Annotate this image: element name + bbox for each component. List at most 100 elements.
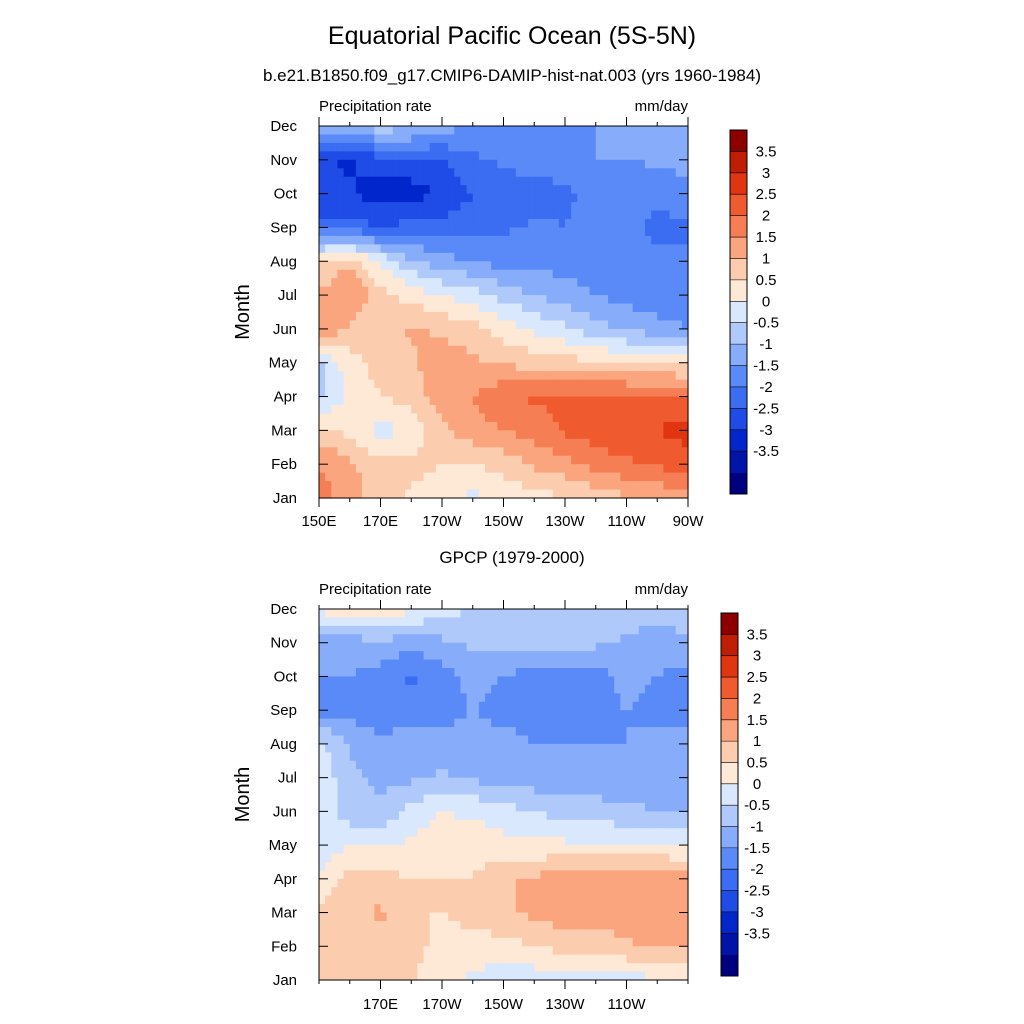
heatmap-cell: [571, 472, 578, 482]
heatmap-cell: [448, 379, 455, 389]
heatmap-cell: [675, 185, 683, 195]
heatmap-cell: [558, 701, 566, 711]
heatmap-cell: [681, 769, 689, 779]
heatmap-cell: [540, 151, 548, 161]
heatmap-cell: [380, 684, 388, 694]
heatmap-cell: [460, 252, 468, 262]
heatmap-cell: [589, 819, 597, 829]
heatmap-cell: [423, 651, 431, 661]
heatmap-cell: [485, 676, 492, 686]
heatmap-cell: [392, 244, 400, 254]
heatmap-cell: [626, 337, 634, 347]
heatmap-cell: [681, 227, 689, 237]
heatmap-cell: [491, 836, 498, 846]
heatmap-cell: [343, 455, 351, 465]
heatmap-cell: [398, 126, 406, 136]
heatmap-cell: [614, 853, 621, 863]
heatmap-cell: [681, 405, 689, 415]
heatmap-cell: [466, 828, 474, 838]
heatmap-cell: [509, 811, 517, 821]
heatmap-cell: [546, 235, 554, 245]
heatmap-cell: [534, 269, 541, 279]
heatmap-cell: [368, 396, 375, 406]
heatmap-cell: [571, 489, 578, 499]
heatmap-cell: [343, 853, 351, 863]
heatmap-cell: [583, 405, 591, 415]
heatmap-cell: [417, 134, 425, 144]
heatmap-cell: [355, 126, 363, 136]
heatmap-cell: [528, 447, 535, 457]
heatmap-cell: [485, 845, 492, 855]
heatmap-cell: [485, 853, 492, 863]
heatmap-cell: [546, 227, 554, 237]
heatmap-cell: [595, 286, 603, 296]
heatmap-cell: [571, 227, 578, 237]
heatmap-cell: [386, 668, 394, 678]
heatmap-cell: [608, 489, 615, 499]
heatmap-cell: [442, 659, 449, 669]
heatmap-cell: [528, 786, 535, 796]
heatmap-cell: [472, 895, 480, 905]
heatmap-cell: [423, 227, 431, 237]
heatmap-cell: [663, 388, 671, 398]
heatmap-cell: [435, 405, 443, 415]
heatmap-cell: [546, 786, 554, 796]
heatmap-cell: [460, 794, 468, 804]
heatmap-cell: [663, 668, 671, 678]
heatmap-cell: [503, 786, 511, 796]
heatmap-cell: [571, 870, 578, 880]
heatmap-cell: [405, 489, 412, 499]
heatmap-cell: [540, 617, 548, 627]
heatmap-cell: [509, 379, 517, 389]
heatmap-cell: [466, 176, 474, 186]
heatmap-cell: [405, 811, 412, 821]
heatmap-cell: [614, 227, 621, 237]
heatmap-cell: [663, 684, 671, 694]
heatmap-cell: [392, 202, 400, 212]
heatmap-cell: [675, 328, 683, 338]
heatmap-cell: [540, 472, 548, 482]
heatmap-cell: [405, 447, 412, 457]
heatmap-cell: [442, 853, 449, 863]
heatmap-cell: [435, 235, 443, 245]
heatmap-cell: [386, 168, 394, 178]
heatmap-cell: [448, 836, 455, 846]
heatmap-cell: [491, 126, 498, 136]
heatmap-cell: [534, 693, 541, 703]
heatmap-cell: [497, 489, 505, 499]
heatmap-cell: [435, 345, 443, 355]
heatmap-cell: [362, 634, 369, 644]
heatmap-cell: [558, 320, 566, 330]
heatmap-cell: [343, 887, 351, 897]
heatmap-cell: [337, 235, 345, 245]
heatmap-cell: [638, 278, 646, 288]
heatmap-cell: [503, 286, 511, 296]
heatmap-cell: [626, 396, 634, 406]
heatmap-cell: [368, 464, 375, 474]
heatmap-cell: [669, 159, 677, 169]
heatmap-cell: [565, 895, 572, 905]
heatmap-cell: [663, 354, 671, 364]
heatmap-cell: [398, 379, 406, 389]
heatmap-cell: [509, 769, 517, 779]
heatmap-cell: [614, 727, 621, 737]
heatmap-cell: [601, 634, 609, 644]
heatmap-cell: [491, 252, 498, 262]
heatmap-cell: [589, 362, 597, 372]
heatmap-cell: [325, 151, 332, 161]
heatmap-cell: [478, 303, 486, 313]
heatmap-cell: [540, 227, 548, 237]
heatmap-cell: [571, 609, 578, 619]
heatmap-cell: [485, 142, 492, 152]
heatmap-cell: [448, 295, 455, 305]
heatmap-cell: [460, 845, 468, 855]
heatmap-cell: [571, 413, 578, 423]
heatmap-cell: [515, 405, 523, 415]
heatmap-cell: [405, 904, 412, 914]
heatmap-cell: [614, 769, 621, 779]
heatmap-cell: [485, 168, 492, 178]
heatmap-cell: [429, 777, 437, 787]
heatmap-cell: [601, 126, 609, 136]
heatmap-cell: [595, 176, 603, 186]
heatmap-cell: [509, 481, 517, 491]
